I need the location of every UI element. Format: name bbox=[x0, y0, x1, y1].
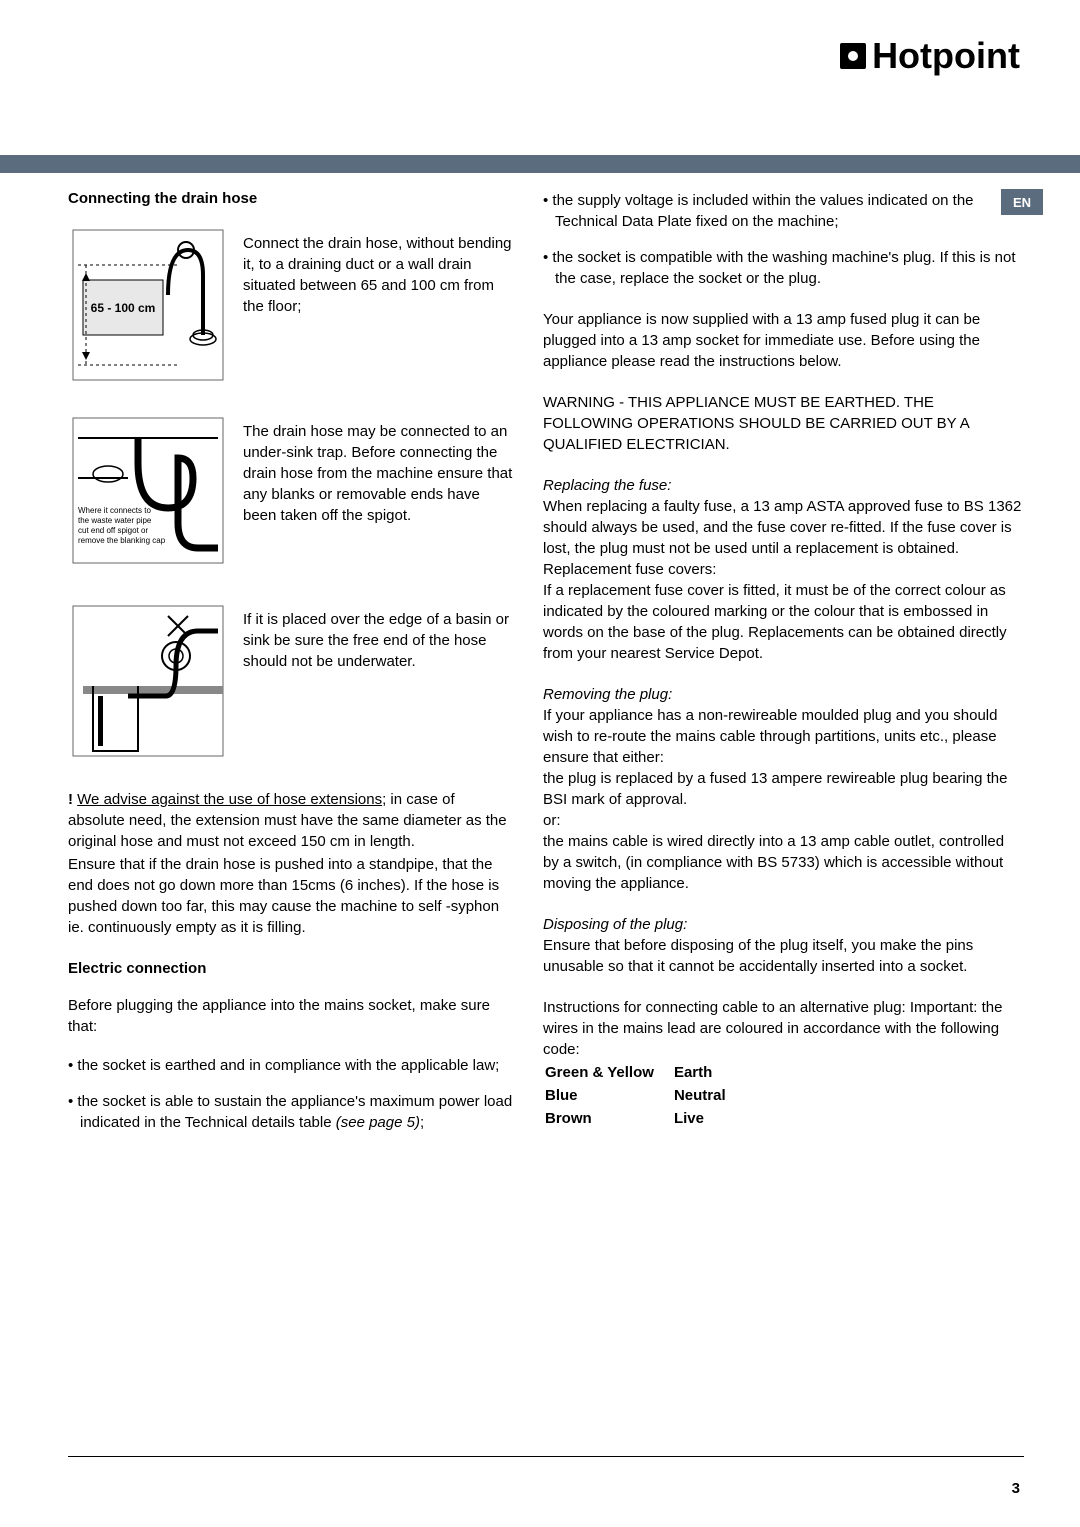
alt-plug-intro: Instructions for connecting cable to an … bbox=[543, 997, 1024, 1060]
bullet-socket-earthed: • the socket is earthed and in complianc… bbox=[68, 1055, 513, 1076]
replacing-fuse-p2: Replacement fuse covers: bbox=[543, 559, 1024, 580]
page-number: 3 bbox=[1012, 1480, 1020, 1497]
right-column: • the supply voltage is included within … bbox=[543, 190, 1024, 1148]
left-column: Connecting the drain hose 65 - 100 cm bbox=[68, 190, 543, 1148]
table-row: BlueNeutral bbox=[545, 1085, 726, 1106]
svg-text:Where it connects to: Where it connects to bbox=[78, 506, 151, 515]
svg-text:the waste water pipe: the waste water pipe bbox=[78, 516, 152, 525]
brand-logo: Hotpoint bbox=[840, 35, 1020, 77]
brand-text: Hotpoint bbox=[872, 35, 1020, 77]
figure-2-diagram: Where it connects to the waste water pip… bbox=[68, 413, 228, 573]
svg-text:remove the blanking cap: remove the blanking cap bbox=[78, 536, 166, 545]
figure-2-text: The drain hose may be connected to an un… bbox=[243, 413, 513, 573]
hose-extension-warning: ! We advise against the use of hose exte… bbox=[68, 789, 513, 852]
earthed-warning: WARNING - THIS APPLIANCE MUST BE EARTHED… bbox=[543, 392, 1024, 455]
removing-plug-p2: the plug is replaced by a fused 13 amper… bbox=[543, 768, 1024, 810]
electric-intro: Before plugging the appliance into the m… bbox=[68, 995, 513, 1037]
svg-text:65 - 100 cm: 65 - 100 cm bbox=[91, 301, 156, 315]
warning-underline-text: We advise against the use of hose extens… bbox=[77, 791, 382, 808]
svg-text:cut end off spigot or: cut end off spigot or bbox=[78, 526, 148, 535]
figure-1-row: 65 - 100 cm Connect the drain hose, with… bbox=[68, 225, 513, 385]
supplied-text: Your appliance is now supplied with a 13… bbox=[543, 309, 1024, 372]
figure-1-diagram: 65 - 100 cm bbox=[68, 225, 228, 385]
figure-2-row: Where it connects to the waste water pip… bbox=[68, 413, 513, 573]
figure-3-row: If it is placed over the edge of a basin… bbox=[68, 601, 513, 761]
replacing-fuse-p1: When replacing a faulty fuse, a 13 amp A… bbox=[543, 496, 1024, 559]
disposing-plug-p1: Ensure that before disposing of the plug… bbox=[543, 935, 1024, 977]
footer-divider bbox=[68, 1456, 1024, 1457]
figure-1-text: Connect the drain hose, without bending … bbox=[243, 225, 513, 385]
removing-plug-or: or: bbox=[543, 810, 1024, 831]
disposing-plug-title: Disposing of the plug: bbox=[543, 914, 1024, 935]
table-row: Green & YellowEarth bbox=[545, 1062, 726, 1083]
header-divider-bar bbox=[0, 155, 1080, 173]
replacing-fuse-p3: If a replacement fuse cover is fitted, i… bbox=[543, 580, 1024, 664]
electric-connection-title: Electric connection bbox=[68, 960, 513, 977]
figure-3-diagram bbox=[68, 601, 228, 761]
removing-plug-p1: If your appliance has a non-rewireable m… bbox=[543, 705, 1024, 768]
bullet-socket-compatible: • the socket is compatible with the wash… bbox=[543, 247, 1024, 289]
removing-plug-p3: the mains cable is wired directly into a… bbox=[543, 831, 1024, 894]
replacing-fuse-title: Replacing the fuse: bbox=[543, 475, 1024, 496]
bullet-power-load: • the socket is able to sustain the appl… bbox=[68, 1091, 513, 1133]
figure-3-text: If it is placed over the edge of a basin… bbox=[243, 601, 513, 761]
wire-color-table: Green & YellowEarth BlueNeutral BrownLiv… bbox=[543, 1060, 728, 1131]
main-content: Connecting the drain hose 65 - 100 cm bbox=[68, 190, 1024, 1148]
standpipe-text: Ensure that if the drain hose is pushed … bbox=[68, 854, 513, 938]
drain-hose-title: Connecting the drain hose bbox=[68, 190, 513, 207]
table-row: BrownLive bbox=[545, 1108, 726, 1129]
bullet-supply-voltage: • the supply voltage is included within … bbox=[543, 190, 1024, 232]
warning-icon: ! bbox=[68, 791, 73, 808]
logo-icon bbox=[840, 43, 866, 69]
removing-plug-title: Removing the plug: bbox=[543, 684, 1024, 705]
